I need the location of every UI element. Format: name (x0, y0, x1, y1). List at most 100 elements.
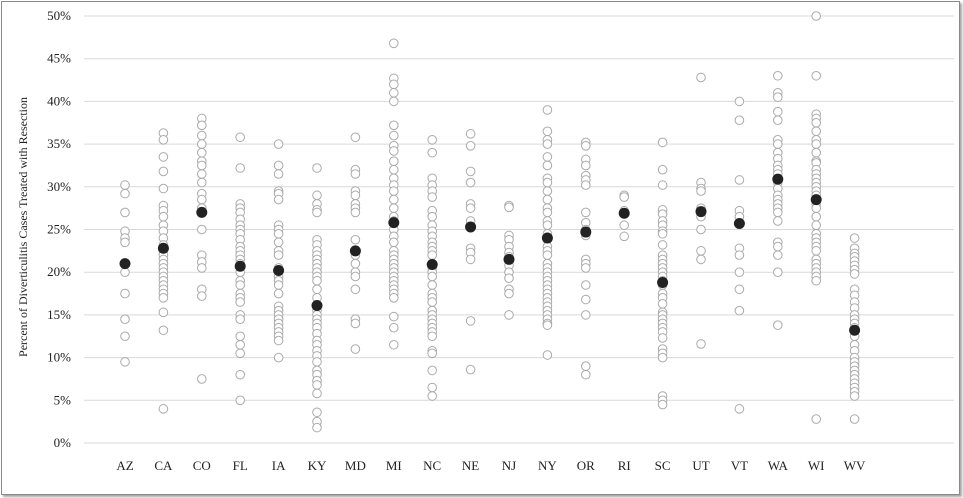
hospital-point (619, 192, 630, 202)
state-average-point (234, 260, 246, 272)
hospital-point (273, 169, 284, 179)
state-average-point (695, 206, 707, 218)
y-tick-label: 25% (47, 222, 71, 237)
hospital-point (465, 177, 476, 188)
hospital-point (273, 160, 284, 171)
state-average-point (503, 253, 515, 265)
hospital-point (273, 228, 284, 239)
x-tick-label: MI (386, 458, 402, 473)
hospital-point (465, 203, 476, 213)
hospital-point (312, 190, 322, 201)
hospital-point (197, 139, 207, 149)
hospital-point (734, 404, 745, 414)
hospital-point (120, 331, 130, 342)
hospital-point (542, 320, 553, 330)
y-axis-ticks: 0% 5% 10% 15% 20% 25% 30% 35% 40% 45% 50% (47, 8, 71, 450)
hospital-point (581, 160, 591, 171)
hospital-point (427, 331, 438, 342)
x-tick-label: UT (692, 458, 709, 473)
hospital-point (350, 318, 361, 329)
hospital-point (389, 146, 399, 156)
y-tick-label: 10% (47, 350, 71, 365)
hospital-point (427, 391, 438, 401)
state-average-point (349, 245, 361, 257)
hospital-point (389, 120, 399, 131)
x-axis-categories: AZ CA CO FL IA KY MD MI NC NE NJ NY OR RI SC UT VT WA WI WV (116, 458, 866, 473)
hospital-point (389, 339, 399, 350)
hospital-point (389, 96, 399, 107)
state-average-point (772, 173, 784, 185)
hospital-point (197, 147, 207, 158)
hospital-point (581, 207, 591, 218)
hospital-point (811, 203, 822, 213)
hospital-point (350, 169, 361, 179)
hospital-point (197, 120, 207, 131)
y-tick-label: 35% (47, 136, 71, 151)
hospital-point (811, 220, 822, 231)
hospital-point (657, 137, 668, 148)
hospital-point (773, 320, 783, 330)
hospital-point (542, 350, 553, 360)
hospital-point (273, 250, 284, 260)
hospital-point (542, 126, 553, 137)
x-tick-label: IA (272, 458, 286, 473)
hospital-point (120, 288, 130, 299)
x-tick-label: CO (193, 458, 211, 473)
hospital-point (312, 207, 322, 218)
hospital-point (350, 190, 361, 201)
y-tick-label: 0% (54, 435, 72, 450)
hospital-point (312, 275, 322, 286)
hospital-point (273, 335, 284, 346)
hospital-point (273, 280, 284, 290)
hospital-point (120, 180, 130, 190)
hospital-point (811, 211, 822, 222)
hospital-point (811, 70, 822, 81)
hospital-point (542, 139, 553, 149)
hospital-point (657, 298, 668, 309)
x-tick-label: OR (577, 458, 595, 473)
hospital-point (312, 357, 322, 367)
hospital-point (273, 194, 284, 205)
hospital-point (773, 207, 783, 218)
state-average-point (311, 300, 323, 312)
hospital-point (734, 250, 745, 260)
hospital-point (542, 207, 553, 218)
state-average-point (810, 194, 822, 206)
hospital-point (811, 414, 822, 424)
hospital-point (427, 135, 438, 145)
hospital-point (773, 241, 783, 252)
hospital-point (312, 388, 322, 399)
hospital-point (427, 250, 438, 260)
hospital-point (773, 70, 783, 81)
hospital-point (197, 177, 207, 188)
hospital-point (312, 284, 322, 295)
y-tick-label: 50% (47, 8, 71, 23)
state-average-point (273, 264, 285, 276)
x-tick-label: RI (618, 458, 631, 473)
hospital-point (273, 237, 284, 248)
gridlines (84, 15, 954, 444)
hospital-point (120, 314, 130, 324)
y-tick-label: 5% (54, 392, 72, 407)
hospital-point (465, 129, 476, 139)
hospital-point (542, 177, 553, 188)
hospital-point (581, 141, 591, 151)
hospital-point (542, 105, 553, 115)
hospital-point (619, 220, 630, 231)
hospital-point (581, 310, 591, 320)
hospital-point (235, 163, 245, 173)
state-average-point (580, 226, 592, 238)
hospital-point (427, 271, 438, 282)
x-tick-label: WI (808, 458, 825, 473)
hospital-point (734, 267, 745, 278)
hospital-point (389, 322, 399, 333)
hospital-point (811, 275, 822, 286)
x-tick-label: VT (731, 458, 748, 473)
state-average-point (465, 221, 477, 233)
hospital-point (312, 163, 322, 173)
hospital-point (504, 273, 514, 283)
x-tick-label: MD (345, 458, 366, 473)
hospital-point (427, 211, 438, 222)
hospital-point (734, 96, 745, 107)
